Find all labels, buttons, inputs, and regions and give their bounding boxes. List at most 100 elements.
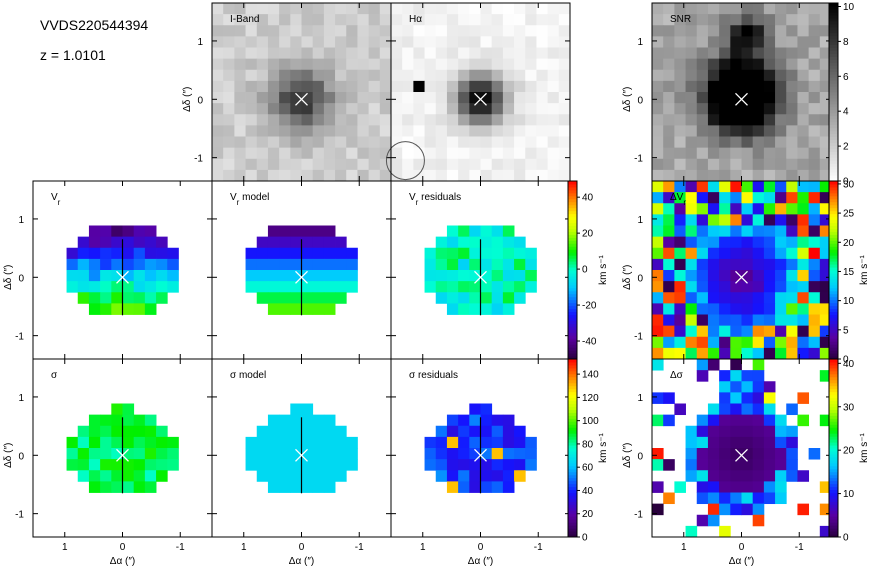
center-cross xyxy=(474,270,487,284)
map-pixel xyxy=(663,158,675,171)
map-pixel xyxy=(652,347,664,360)
map-pixel xyxy=(88,436,101,449)
map-pixel xyxy=(775,69,787,82)
map-pixel xyxy=(536,69,549,82)
map-pixel xyxy=(267,103,280,115)
map-pixel xyxy=(301,470,314,482)
map-pixel xyxy=(402,47,414,60)
map-pixel xyxy=(256,36,269,48)
map-pixel xyxy=(514,114,526,126)
colorbar-step xyxy=(829,68,838,72)
map-pixel xyxy=(652,147,664,160)
map-pixel xyxy=(413,69,425,82)
map-pixel xyxy=(525,136,537,149)
map-pixel xyxy=(435,281,448,293)
colorbar-step xyxy=(568,388,577,393)
map-pixel xyxy=(514,470,526,482)
colorbar-step xyxy=(829,71,838,75)
panel-label-main: Hα xyxy=(409,14,422,25)
x-axis-label: Δα (″) xyxy=(729,556,754,567)
map-pixel xyxy=(819,80,832,93)
map-pixel xyxy=(752,403,765,416)
map-pixel xyxy=(100,470,112,482)
map-pixel xyxy=(234,169,246,182)
map-pixel xyxy=(808,281,821,293)
map-pixel xyxy=(323,3,336,15)
colorbar-step xyxy=(829,341,838,345)
map-pixel xyxy=(674,281,686,293)
colorbar-step xyxy=(568,370,577,375)
colorbar-step xyxy=(829,453,838,458)
map-pixel xyxy=(652,203,664,215)
colorbar-step xyxy=(829,412,838,416)
map-pixel xyxy=(424,136,437,149)
map-pixel xyxy=(491,247,504,260)
map-pixel xyxy=(267,470,280,482)
map-pixel xyxy=(514,92,526,104)
colorbar-step xyxy=(829,145,838,149)
map-pixel xyxy=(267,147,280,160)
map-pixel xyxy=(663,303,675,315)
map-pixel xyxy=(502,147,515,160)
map-pixel xyxy=(234,103,246,115)
map-pixel xyxy=(312,158,325,171)
map-pixel xyxy=(652,303,664,315)
map-pixel xyxy=(346,247,358,260)
colorbar-step xyxy=(829,278,838,283)
map-pixel xyxy=(491,136,504,149)
map-pixel xyxy=(312,470,325,482)
map-pixel xyxy=(133,414,146,427)
map-pixel xyxy=(775,169,787,182)
map-pixel xyxy=(379,69,392,82)
map-pixel xyxy=(491,225,504,238)
map-pixel xyxy=(707,69,720,82)
colorbar-step xyxy=(568,213,577,218)
colorbar-step xyxy=(829,89,838,93)
map-pixel xyxy=(312,281,325,293)
map-pixel xyxy=(144,292,157,304)
map-pixel xyxy=(674,69,686,82)
map-pixel xyxy=(786,92,798,104)
map-pixel xyxy=(730,459,742,471)
map-pixel xyxy=(88,258,101,271)
map-pixel xyxy=(775,80,787,93)
map-pixel xyxy=(301,25,314,37)
map-pixel xyxy=(290,92,302,104)
map-pixel xyxy=(797,181,810,193)
map-pixel xyxy=(685,14,698,26)
map-pixel xyxy=(741,314,754,327)
map-pixel xyxy=(696,336,709,349)
map-pixel xyxy=(808,69,821,82)
map-pixel xyxy=(525,3,537,15)
colorbar-step xyxy=(829,415,838,419)
map-pixel xyxy=(290,14,302,26)
map-pixel xyxy=(267,69,280,82)
map-pixel xyxy=(763,292,776,304)
map-pixel xyxy=(446,92,459,104)
map-pixel xyxy=(357,3,370,15)
map-pixel xyxy=(312,247,325,260)
map-pixel xyxy=(741,492,754,505)
map-pixel xyxy=(491,125,504,137)
map-pixel xyxy=(458,47,470,60)
colorbar-step xyxy=(568,403,577,407)
map-pixel xyxy=(413,58,425,71)
map-pixel xyxy=(730,103,742,115)
map-pixel xyxy=(819,525,832,538)
map-pixel xyxy=(536,58,549,71)
map-pixel xyxy=(290,169,302,182)
map-pixel xyxy=(88,303,101,315)
map-pixel xyxy=(719,448,731,460)
map-pixel xyxy=(245,136,258,149)
map-pixel xyxy=(335,292,347,304)
colorbar-step xyxy=(568,471,577,476)
map-pixel xyxy=(446,114,459,126)
map-pixel xyxy=(663,192,675,204)
map-pixel xyxy=(741,370,754,382)
redshift: z = 1.0101 xyxy=(40,47,106,63)
colorbar-step xyxy=(829,522,838,526)
colorbar-step xyxy=(568,406,577,410)
map-pixel xyxy=(741,69,754,82)
map-pixel xyxy=(122,258,135,271)
map-pixel xyxy=(312,114,325,126)
